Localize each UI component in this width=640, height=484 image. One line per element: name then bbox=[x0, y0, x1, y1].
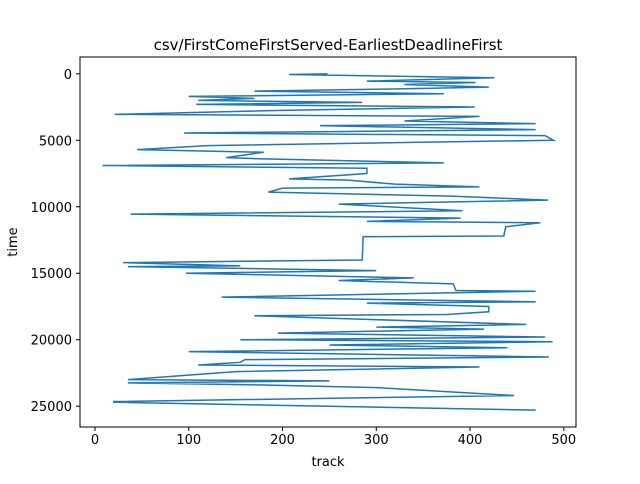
y-tick-label: 25000 bbox=[31, 400, 72, 415]
data-line bbox=[102, 73, 557, 411]
x-tick-label: 0 bbox=[91, 433, 99, 448]
x-tick-label: 400 bbox=[458, 433, 483, 448]
y-axis-label: time bbox=[6, 227, 21, 256]
x-axis-label: track bbox=[311, 455, 345, 470]
x-tick-label: 300 bbox=[364, 433, 389, 448]
x-tick-label: 100 bbox=[176, 433, 201, 448]
y-tick-label: 15000 bbox=[31, 267, 72, 282]
x-tick-label: 500 bbox=[551, 433, 576, 448]
x-tick-label: 200 bbox=[270, 433, 295, 448]
axes-frame bbox=[79, 56, 577, 428]
chart-title: csv/FirstComeFirstServed-EarliestDeadlin… bbox=[154, 36, 503, 54]
y-tick-label: 10000 bbox=[31, 201, 72, 216]
y-tick-label: 5000 bbox=[39, 134, 72, 149]
y-tick-label: 20000 bbox=[31, 334, 72, 349]
y-tick-label: 0 bbox=[64, 68, 72, 83]
